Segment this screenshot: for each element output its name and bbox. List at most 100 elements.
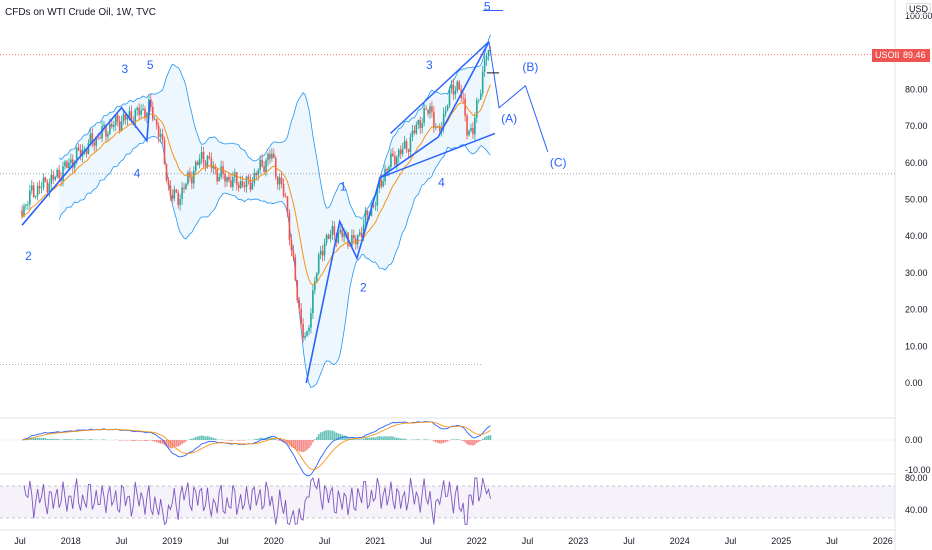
candle-body <box>163 139 166 164</box>
candle-body <box>50 174 53 184</box>
candle-body <box>388 166 390 171</box>
macd-bar <box>89 439 92 440</box>
macd-bar <box>286 440 289 444</box>
candle-body <box>444 110 447 114</box>
macd-bar <box>314 439 316 440</box>
macd-bar <box>317 434 320 440</box>
candle-body <box>91 133 94 143</box>
macd-bar <box>366 437 369 440</box>
candle-body <box>331 226 334 235</box>
macd-bar <box>298 440 301 452</box>
candle-body <box>487 49 490 57</box>
candle-body <box>333 226 336 235</box>
ema-line <box>21 84 491 285</box>
candle-body <box>380 179 382 187</box>
time-tick-label: Jul <box>420 536 432 546</box>
candle-body <box>292 250 295 258</box>
candle-body <box>413 130 416 134</box>
candle-body <box>343 233 345 237</box>
candle-body <box>210 158 213 169</box>
macd-bar <box>83 439 86 440</box>
upper-band <box>58 34 491 220</box>
macd-bar <box>155 440 158 443</box>
candle-body <box>442 113 445 128</box>
macd-bar <box>306 440 308 451</box>
candle-body <box>194 162 197 171</box>
candle-body <box>214 166 217 170</box>
macd-bar <box>302 440 304 453</box>
candle-body <box>245 176 248 188</box>
macd-bar <box>310 440 312 446</box>
candle-body <box>321 250 324 256</box>
wave-label: (C) <box>550 155 567 169</box>
candle-body <box>470 128 472 131</box>
time-tick-label: Jul <box>116 536 128 546</box>
macd-bar <box>335 432 338 440</box>
candle-body <box>32 185 35 198</box>
price-tick-label: 0.00 <box>905 378 923 388</box>
candle-body <box>325 234 328 244</box>
candle-body <box>29 190 31 205</box>
macd-bar <box>384 436 386 440</box>
macd-bar <box>435 440 437 443</box>
candle-body <box>243 185 246 188</box>
macd-bar <box>68 439 70 440</box>
candle-body <box>52 174 55 180</box>
candle-body <box>269 153 271 159</box>
macd-bar <box>444 440 447 443</box>
candle-body <box>198 158 201 166</box>
candle-body <box>112 124 115 127</box>
price-tick-label: 80.00 <box>905 84 928 94</box>
macd-bar <box>36 437 39 440</box>
candle-body <box>25 204 27 207</box>
macd-bar <box>169 440 172 449</box>
macd-bar <box>70 439 72 440</box>
candle-body <box>304 336 306 338</box>
macd-bar <box>355 439 357 440</box>
time-tick-label: 2020 <box>264 536 284 546</box>
candle-body <box>171 194 174 199</box>
macd-bar <box>159 440 162 444</box>
candle-body <box>349 245 351 247</box>
candle-body <box>206 156 209 167</box>
candle-body <box>405 141 408 150</box>
macd-bar <box>179 440 181 446</box>
candle-body <box>177 192 179 206</box>
candle-body <box>386 169 388 171</box>
macd-bar <box>312 440 314 443</box>
price-tick-label: 30.00 <box>905 268 928 278</box>
macd-bar <box>442 440 445 443</box>
candle-body <box>472 128 474 135</box>
macd-bar <box>175 440 178 447</box>
candle-body <box>382 181 384 187</box>
candle-body <box>97 136 99 138</box>
time-tick-label: 2018 <box>61 536 81 546</box>
macd-bar <box>368 437 371 440</box>
candle-body <box>202 151 205 163</box>
candle-body <box>259 159 261 171</box>
candle-body <box>276 176 279 185</box>
candle-body <box>411 130 414 137</box>
wave-label: 4 <box>438 176 445 190</box>
macd-bar <box>294 440 297 450</box>
candle-body <box>477 99 480 101</box>
candle-body <box>181 187 183 199</box>
macd-bar <box>282 440 285 443</box>
candle-body <box>89 133 92 144</box>
macd-bar <box>440 440 443 444</box>
candle-body <box>138 107 140 115</box>
macd-bar <box>142 440 144 441</box>
macd-bar <box>204 436 207 440</box>
candle-body <box>196 162 199 166</box>
macd-bar <box>52 438 55 440</box>
candle-body <box>419 120 422 128</box>
macd-bar <box>456 439 459 440</box>
candle-body <box>85 148 88 154</box>
macd-bar <box>376 436 379 440</box>
candle-body <box>146 112 148 118</box>
candle-body <box>165 163 168 181</box>
candle-body <box>407 149 410 152</box>
macd-bar <box>144 440 146 441</box>
candle-body <box>261 159 263 167</box>
